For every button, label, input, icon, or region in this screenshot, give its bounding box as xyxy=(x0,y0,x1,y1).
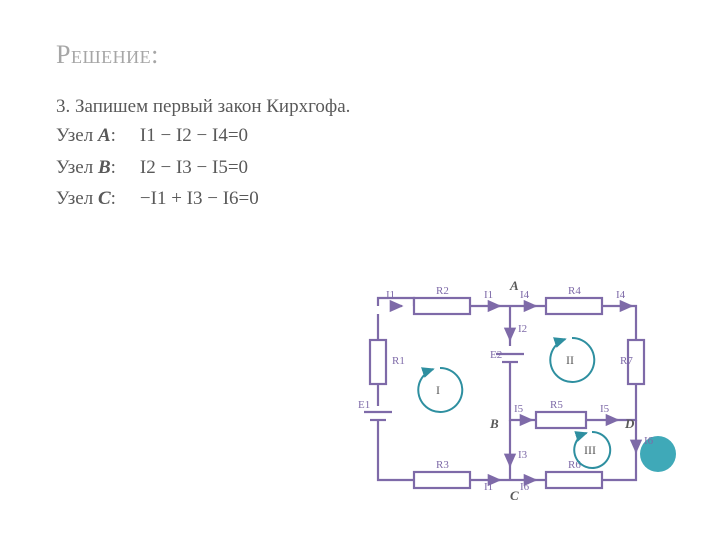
svg-text:I1: I1 xyxy=(386,289,395,301)
circuit-diagram: R1 R2 R3 R4 R5 R6 R7 E1 E2 I1 I1 I4 I4 I2 I5 I5 I3 I1 I6 I6… xyxy=(340,280,680,510)
svg-text:I1: I1 xyxy=(484,481,493,493)
node-row-c: Узел C: −I1 + I3 − I6=0 xyxy=(56,184,664,213)
svg-text:I4: I4 xyxy=(616,289,626,301)
node-b-label: Узел B: xyxy=(56,153,116,182)
svg-text:E1: E1 xyxy=(358,399,370,411)
node-a-eq: I1 − I2 − I4=0 xyxy=(140,121,248,150)
node-row-a: Узел A: I1 − I2 − I4=0 xyxy=(56,121,664,150)
svg-text:R1: R1 xyxy=(392,355,405,367)
svg-text:R2: R2 xyxy=(436,285,449,297)
node-c-label: Узел C: xyxy=(56,184,116,213)
svg-text:C: C xyxy=(510,488,519,503)
node-b-eq: I2 − I3 − I5=0 xyxy=(140,153,248,182)
svg-text:I: I xyxy=(436,383,440,397)
node-row-b: Узел B: I2 − I3 − I5=0 xyxy=(56,153,664,182)
svg-text:I1: I1 xyxy=(484,289,493,301)
svg-text:R4: R4 xyxy=(568,285,581,297)
svg-text:A: A xyxy=(509,278,519,293)
svg-text:R5: R5 xyxy=(550,399,563,411)
svg-text:I2: I2 xyxy=(518,323,527,335)
node-c-eq: −I1 + I3 − I6=0 xyxy=(140,184,259,213)
svg-text:R7: R7 xyxy=(620,355,633,367)
svg-text:R3: R3 xyxy=(436,459,449,471)
page-title: Решение: xyxy=(56,40,664,70)
svg-text:D: D xyxy=(624,416,635,431)
svg-text:III: III xyxy=(584,443,596,457)
svg-text:I6: I6 xyxy=(520,481,530,493)
node-a-label: Узел A: xyxy=(56,121,116,150)
lead-line: 3. Запишем первый закон Кирхгофа. xyxy=(56,92,664,121)
svg-text:B: B xyxy=(489,416,499,431)
svg-text:I5: I5 xyxy=(600,403,610,415)
svg-text:II: II xyxy=(566,353,574,367)
svg-text:R6: R6 xyxy=(568,459,581,471)
svg-text:I5: I5 xyxy=(514,403,524,415)
svg-text:E2: E2 xyxy=(490,349,502,361)
svg-text:I6: I6 xyxy=(644,435,654,447)
body-text: 3. Запишем первый закон Кирхгофа. Узел A… xyxy=(56,92,664,214)
svg-text:I4: I4 xyxy=(520,289,530,301)
svg-text:I3: I3 xyxy=(518,449,528,461)
